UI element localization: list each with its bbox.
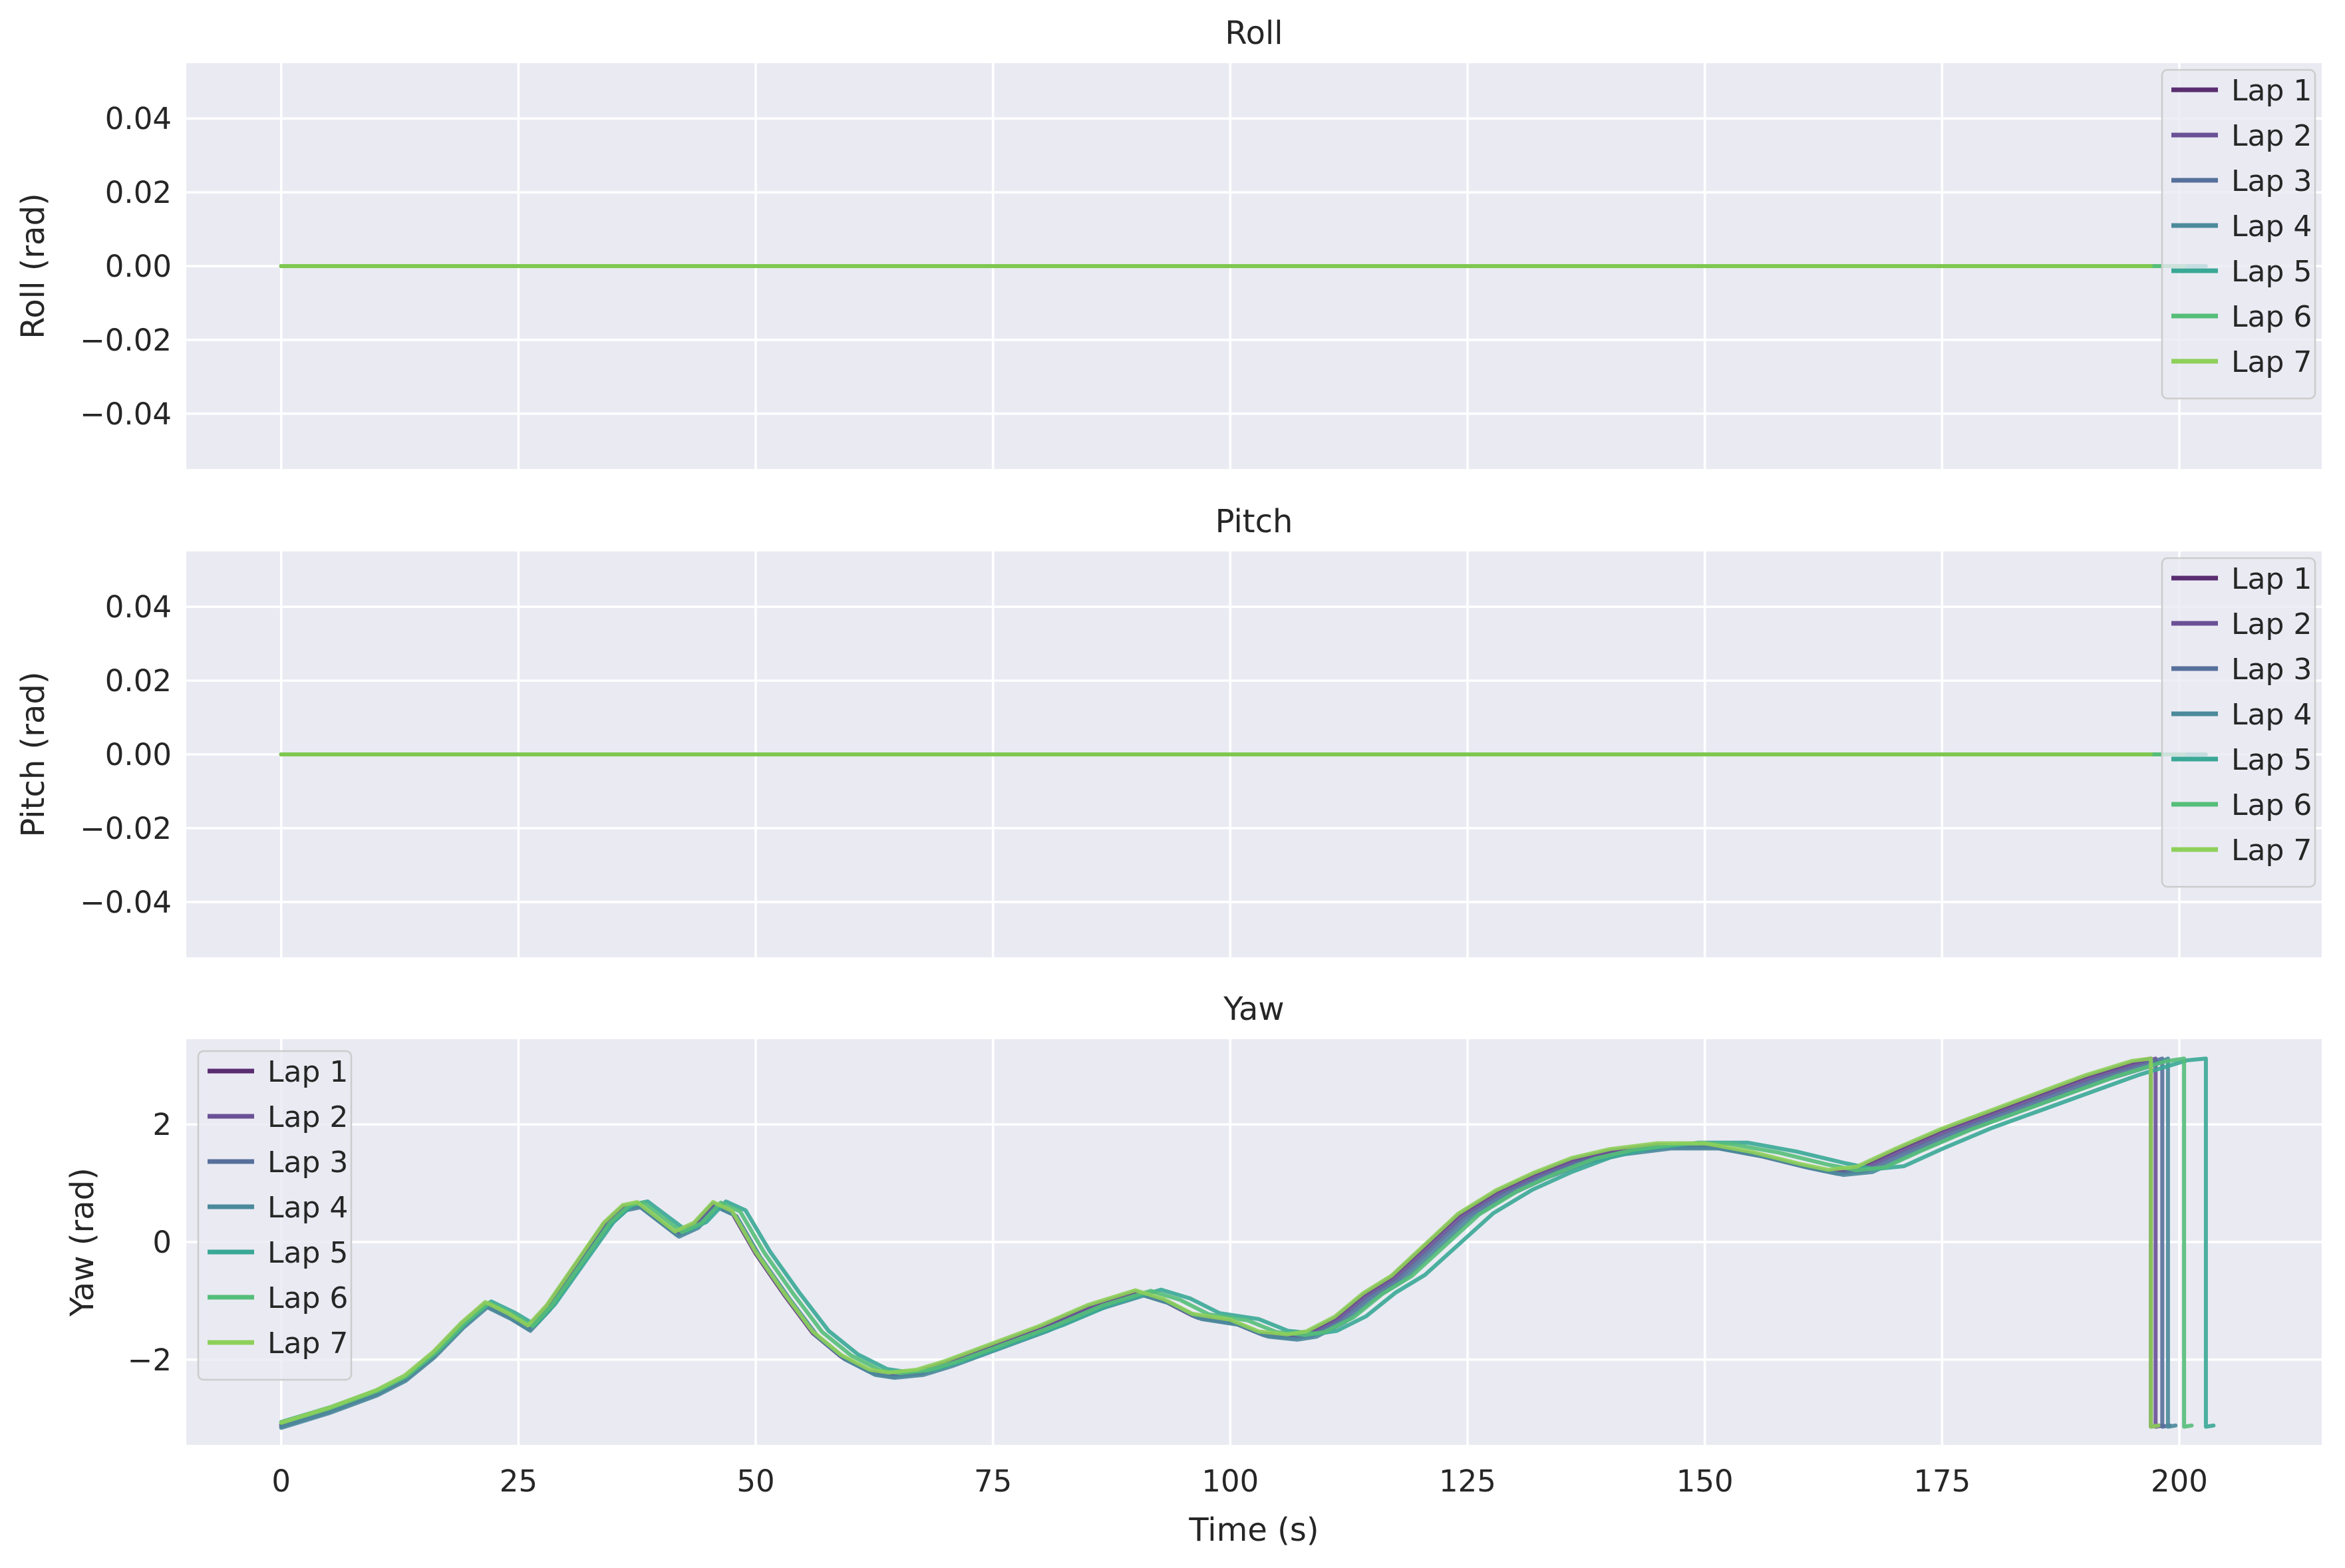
roll-y-axis-label: Roll (rad) [15, 193, 52, 339]
x-tick-label: 150 [1676, 1464, 1734, 1499]
pitch-y-tick-label: 0.02 [105, 663, 172, 699]
yaw-legend-label: Lap 3 [267, 1146, 348, 1179]
yaw-legend-label: Lap 5 [267, 1236, 348, 1270]
pitch-legend-label: Lap 3 [2231, 653, 2312, 687]
roll-y-tick-label: 0.02 [105, 175, 172, 210]
roll-legend: Lap 1 Lap 2 Lap 3 Lap 4 Lap 5 Lap 6 Lap 7 [2161, 69, 2316, 400]
pitch-panel: Pitch 0.04 0.02 0.00 −0.02 −0.04 Pitch (rad)… [15, 503, 2322, 957]
roll-y-tick-label: 0.00 [105, 249, 172, 284]
roll-legend-label: Lap 7 [2231, 345, 2312, 379]
pitch-legend-label: Lap 1 [2231, 562, 2312, 596]
yaw-legend-label: Lap 7 [267, 1327, 348, 1360]
yaw-ticks: 0 25 50 75 100 125 150 175 200 2 0 −2 [128, 1107, 2208, 1499]
yaw-legend: Lap 1 Lap 2 Lap 3 Lap 4 Lap 5 Lap 6 Lap 7 [197, 1050, 353, 1381]
pitch-legend: Lap 1 Lap 2 Lap 3 Lap 4 Lap 5 Lap 6 Lap 7 [2161, 557, 2316, 888]
pitch-legend-label: Lap 6 [2231, 788, 2312, 822]
x-tick-label: 125 [1439, 1464, 1496, 1499]
roll-legend-label: Lap 4 [2231, 210, 2312, 243]
roll-legend-label: Lap 5 [2231, 255, 2312, 289]
roll-y-tick-label: −0.04 [80, 396, 172, 432]
roll-legend-label: Lap 3 [2231, 164, 2312, 198]
roll-legend-label: Lap 2 [2231, 119, 2312, 153]
yaw-y-tick-label: 2 [152, 1107, 172, 1142]
pitch-y-tick-label: 0.04 [105, 589, 172, 625]
x-tick-label: 25 [500, 1464, 538, 1499]
yaw-legend-label: Lap 1 [267, 1055, 348, 1089]
yaw-legend-label: Lap 2 [267, 1100, 348, 1134]
pitch-y-axis-label: Pitch (rad) [15, 671, 52, 837]
roll-panel: Roll 0.04 0.02 0.00 −0.02 −0.04 Roll (rad) L… [15, 15, 2322, 469]
yaw-series-lap-7 [279, 1056, 2161, 1429]
pitch-y-tick-label: 0.00 [105, 737, 172, 772]
pitch-legend-label: Lap 2 [2231, 607, 2312, 641]
pitch-y-tick-label: −0.04 [80, 885, 172, 920]
yaw-y-tick-label: −2 [128, 1342, 172, 1378]
roll-legend-label: Lap 1 [2231, 74, 2312, 108]
yaw-panel: Yaw 0 25 50 75 100 125 150 175 200 2 0 −2 Yaw (rad)… [64, 991, 2322, 1549]
roll-legend-label: Lap 6 [2231, 300, 2312, 334]
pitch-panel-title: Pitch [1215, 503, 1293, 540]
x-tick-label: 0 [271, 1464, 291, 1499]
x-axis-label: Time (s) [1188, 1511, 1319, 1549]
roll-y-tick-label: −0.02 [80, 323, 172, 358]
pitch-y-tick-label: −0.02 [80, 811, 172, 846]
x-tick-label: 175 [1913, 1464, 1970, 1499]
x-tick-label: 75 [974, 1464, 1012, 1499]
yaw-legend-label: Lap 6 [267, 1281, 348, 1315]
roll-y-tick-label: 0.04 [105, 101, 172, 136]
roll-panel-title: Roll [1225, 15, 1283, 52]
yaw-y-tick-label: 0 [152, 1225, 172, 1260]
roll-y-ticks: 0.04 0.02 0.00 −0.02 −0.04 [80, 101, 172, 432]
yaw-legend-label: Lap 4 [267, 1191, 348, 1225]
pitch-legend-label: Lap 4 [2231, 698, 2312, 732]
x-tick-label: 50 [736, 1464, 774, 1499]
yaw-panel-title: Yaw [1223, 991, 1284, 1028]
x-tick-label: 100 [1201, 1464, 1259, 1499]
pitch-y-ticks: 0.04 0.02 0.00 −0.02 −0.04 [80, 589, 172, 920]
x-tick-label: 200 [2151, 1464, 2208, 1499]
pitch-legend-label: Lap 7 [2231, 834, 2312, 867]
yaw-series-lines [279, 1056, 2216, 1430]
yaw-y-axis-label: Yaw (rad) [64, 1168, 101, 1317]
pitch-legend-label: Lap 5 [2231, 743, 2312, 777]
yaw-series-lap-6 [279, 1056, 2194, 1429]
